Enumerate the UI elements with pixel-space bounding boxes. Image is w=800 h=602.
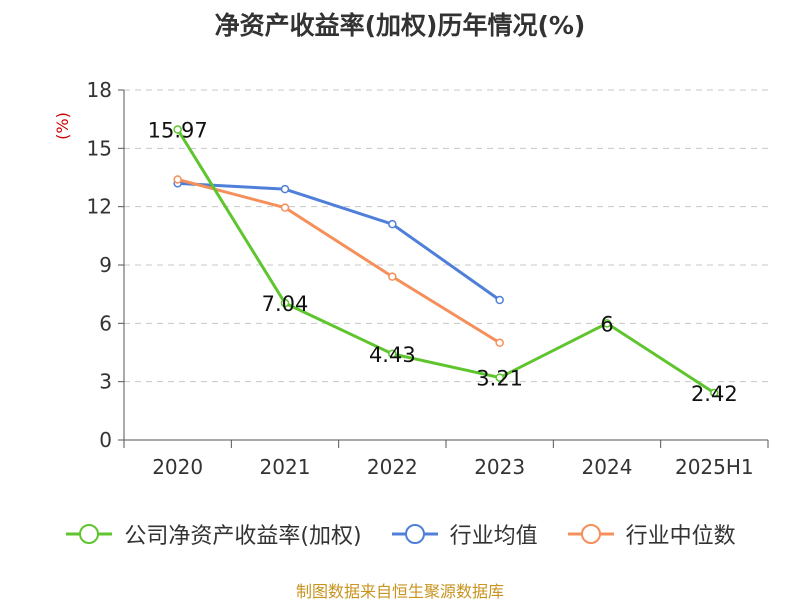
legend-label: 公司净资产收益率(加权) [124, 524, 362, 549]
legend-item: 公司净资产收益率(加权) [64, 518, 362, 550]
data-point [280, 298, 290, 308]
data-point [495, 295, 504, 305]
y-tick-label: 18 [87, 78, 112, 102]
legend-swatch [567, 524, 614, 544]
data-point [173, 125, 182, 134]
data-point [388, 349, 397, 359]
y-tick-label: 6 [99, 311, 112, 335]
data-label: 6 [600, 312, 613, 336]
series [173, 125, 719, 398]
legend-swatch [66, 524, 113, 544]
data-point [710, 388, 719, 398]
data-point [280, 184, 290, 194]
data-point [388, 272, 397, 281]
y-tick-label: 3 [99, 370, 112, 394]
legend-swatch [391, 524, 438, 544]
y-axis-label: (%) [53, 112, 72, 140]
data-point [495, 373, 504, 382]
legend-item: 行业中位数 [566, 518, 736, 550]
data-point [173, 175, 182, 184]
series-line-1 [177, 181, 501, 302]
x-tick-label: 2025H1 [675, 455, 754, 479]
x-tick-label: 2022 [367, 455, 418, 479]
legend-label: 行业均值 [449, 524, 538, 549]
data-label: 7.04 [262, 292, 309, 316]
data-point [495, 338, 504, 348]
data-point [602, 319, 612, 328]
data-point [280, 203, 290, 212]
series-line-2 [177, 177, 501, 345]
y-tick-label: 9 [99, 253, 112, 277]
legend-item: 行业均值 [390, 518, 538, 550]
x-tick-label: 2024 [582, 455, 633, 479]
data-labels: 15.97 7.04 4.43 3.21 6 2.42 [148, 118, 738, 405]
grid-lines [124, 89, 768, 383]
y-tick-label: 12 [87, 195, 112, 219]
data-label: 4.43 [369, 343, 416, 367]
data-label: 15.97 [148, 118, 208, 142]
axes: 0 3 6 9 12 15 18 2020 2021 2022 2023 2024 2025H1 [87, 78, 769, 479]
source-note: 制图数据来自恒生聚源数据库 [295, 582, 504, 601]
legend: 公司净资产收益率(加权) 行业均值 行业中位数 [0, 518, 800, 550]
y-tick-label: 15 [87, 136, 112, 160]
x-tick-label: 2023 [474, 455, 525, 479]
series-line-0 [176, 128, 716, 395]
data-label: 2.42 [691, 382, 738, 406]
legend-label: 行业中位数 [625, 524, 736, 549]
y-tick-label: 0 [99, 428, 112, 452]
data-point [388, 219, 397, 229]
x-tick-label: 2021 [260, 455, 311, 479]
x-tick-label: 2020 [152, 455, 203, 479]
chart-title: 净资产收益率(加权)历年情况(%) [214, 11, 586, 40]
data-label: 3.21 [476, 367, 523, 391]
